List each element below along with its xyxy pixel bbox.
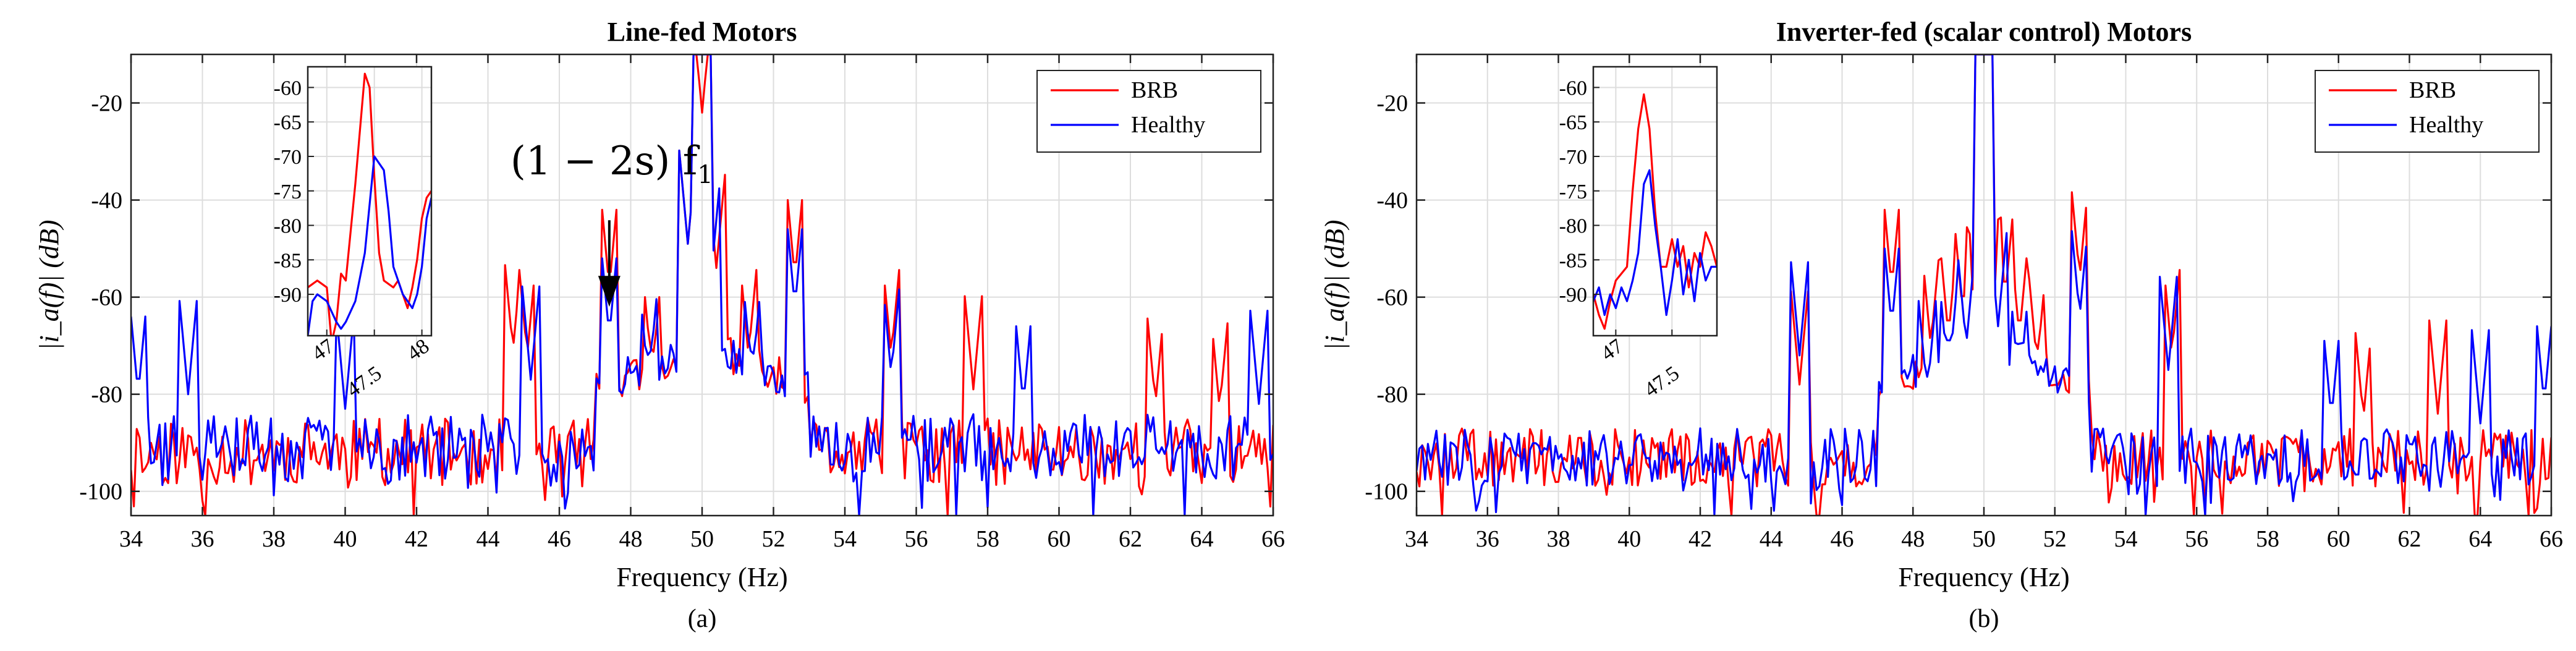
x-tick-label: 48 (1901, 526, 1925, 552)
series-line-healthy (1417, 54, 2551, 516)
panel-caption: (b) (1969, 605, 1999, 633)
y-tick-label: -20 (1376, 91, 1408, 117)
x-tick-label: 38 (1547, 526, 1570, 552)
inset-chart: -60 -65 -70 -75 -80 -85 -90 47 47.5 (1559, 66, 1718, 402)
y-tick-label: -80 (91, 382, 122, 408)
annotation-arrow-head (598, 276, 621, 307)
y-tick-label: -20 (91, 91, 122, 117)
x-tick-label: 56 (905, 526, 928, 552)
x-tick-label: 66 (1261, 526, 1285, 552)
inset-series-line-brb (308, 72, 431, 336)
inset-x-tick-label: 48 (403, 334, 433, 365)
x-tick-label: 58 (976, 526, 999, 552)
series-line-brb (131, 54, 1273, 516)
inset-y-tick-label: -90 (1559, 284, 1587, 307)
inset-series-line-healthy (1593, 169, 1717, 317)
x-tick-label: 62 (2398, 526, 2421, 552)
x-tick-label: 34 (1405, 526, 1428, 552)
x-tick-label: 38 (262, 526, 286, 552)
inset-y-tick-label: -60 (274, 77, 302, 100)
x-tick-label: 42 (1688, 526, 1712, 552)
x-tick-label: 66 (2540, 526, 2563, 552)
legend-label-healthy: Healthy (2409, 112, 2483, 138)
inset-y-tick-label: -60 (1559, 77, 1587, 100)
chart-panel-b: 34 36 38 40 42 44 46 48 50 52 54 56 58 60 62 64 66 -100 -8… (1320, 17, 2563, 633)
x-tick-label: 54 (2114, 526, 2138, 552)
x-tick-label: 52 (2043, 526, 2067, 552)
legend-box (2315, 70, 2540, 153)
inset-x-tick-label: 47.5 (1640, 362, 1684, 401)
y-tick-label: -80 (1376, 382, 1408, 408)
x-tick-label: 62 (1119, 526, 1142, 552)
x-tick-label: 50 (690, 526, 714, 552)
x-tick-label: 40 (334, 526, 357, 552)
inset-y-tick-label: -75 (1559, 181, 1587, 203)
x-tick-label: 50 (1972, 526, 1996, 552)
x-axis-label: Frequency (Hz) (1898, 562, 2069, 592)
x-tick-label: 64 (1190, 526, 1214, 552)
inset-y-tick-label: -65 (274, 111, 302, 134)
y-tick-label: -100 (79, 479, 122, 505)
chart-title: Inverter-fed (scalar control) Motors (1776, 17, 2192, 47)
inset-frame (307, 66, 433, 337)
y-tick-label: -40 (1376, 188, 1408, 214)
inset-y-tick-label: -85 (274, 249, 302, 272)
series-line-brb (1417, 54, 2551, 516)
annotation-subscript: 1 (697, 161, 713, 189)
annotation-main: (1 − 2s) f (511, 138, 700, 184)
inset-y-tick-label: -65 (1559, 111, 1587, 134)
y-tick-label: -100 (1365, 479, 1408, 505)
x-tick-label: 44 (1760, 526, 1783, 552)
y-axis-label: |i_a(f)| (dB) (34, 219, 64, 350)
inset-y-tick-label: -90 (274, 284, 302, 307)
legend: BRB Healthy (2315, 70, 2540, 153)
annotation: (1 − 2s) f1 (511, 138, 713, 307)
x-tick-label: 52 (762, 526, 786, 552)
x-tick-label: 60 (1048, 526, 1071, 552)
x-axis-label: Frequency (Hz) (616, 562, 787, 592)
legend-label-healthy: Healthy (1131, 112, 1205, 138)
x-tick-label: 42 (405, 526, 428, 552)
y-axis-label: |i_a(f)| (dB) (1320, 219, 1350, 350)
legend-box (1036, 70, 1261, 153)
inset-frame (1592, 66, 1718, 337)
inset-y-tick-label: -80 (274, 215, 302, 238)
inset-series-line-healthy (308, 155, 431, 336)
inset-y-tick-label: -70 (1559, 146, 1587, 169)
x-tick-label: 46 (548, 526, 571, 552)
y-tick-label: -60 (1376, 285, 1408, 311)
x-tick-label: 34 (119, 526, 143, 552)
x-tick-label: 36 (1476, 526, 1499, 552)
x-tick-label: 54 (833, 526, 857, 552)
panel-caption: (a) (688, 605, 717, 633)
inset-y-tick-label: -75 (274, 181, 302, 203)
x-tick-label: 56 (2185, 526, 2208, 552)
x-tick-label: 44 (477, 526, 500, 552)
legend-label-brb: BRB (2409, 77, 2456, 103)
y-tick-label: -60 (91, 285, 122, 311)
chart-title: Line-fed Motors (608, 17, 797, 47)
x-tick-label: 48 (619, 526, 643, 552)
legend: BRB Healthy (1036, 70, 1261, 153)
x-tick-label: 64 (2468, 526, 2492, 552)
x-tick-label: 58 (2256, 526, 2279, 552)
inset-y-tick-label: -85 (1559, 249, 1587, 272)
y-tick-label: -40 (91, 188, 122, 214)
inset-y-tick-label: -80 (1559, 215, 1587, 238)
inset-x-tick-label: 47 (1597, 334, 1627, 365)
inset-y-tick-label: -70 (274, 146, 302, 169)
series-line-healthy (131, 54, 1273, 516)
chart-panel-a: 34 36 38 40 42 44 46 48 50 52 54 56 58 60 62 64 66 -100 -8… (34, 17, 1285, 633)
x-tick-label: 36 (191, 526, 214, 552)
x-tick-label: 60 (2327, 526, 2350, 552)
x-tick-label: 40 (1617, 526, 1641, 552)
inset-x-tick-label: 47 (308, 334, 338, 365)
annotation-text: (1 − 2s) f1 (511, 138, 713, 189)
x-tick-label: 46 (1831, 526, 1854, 552)
legend-label-brb: BRB (1131, 77, 1178, 103)
